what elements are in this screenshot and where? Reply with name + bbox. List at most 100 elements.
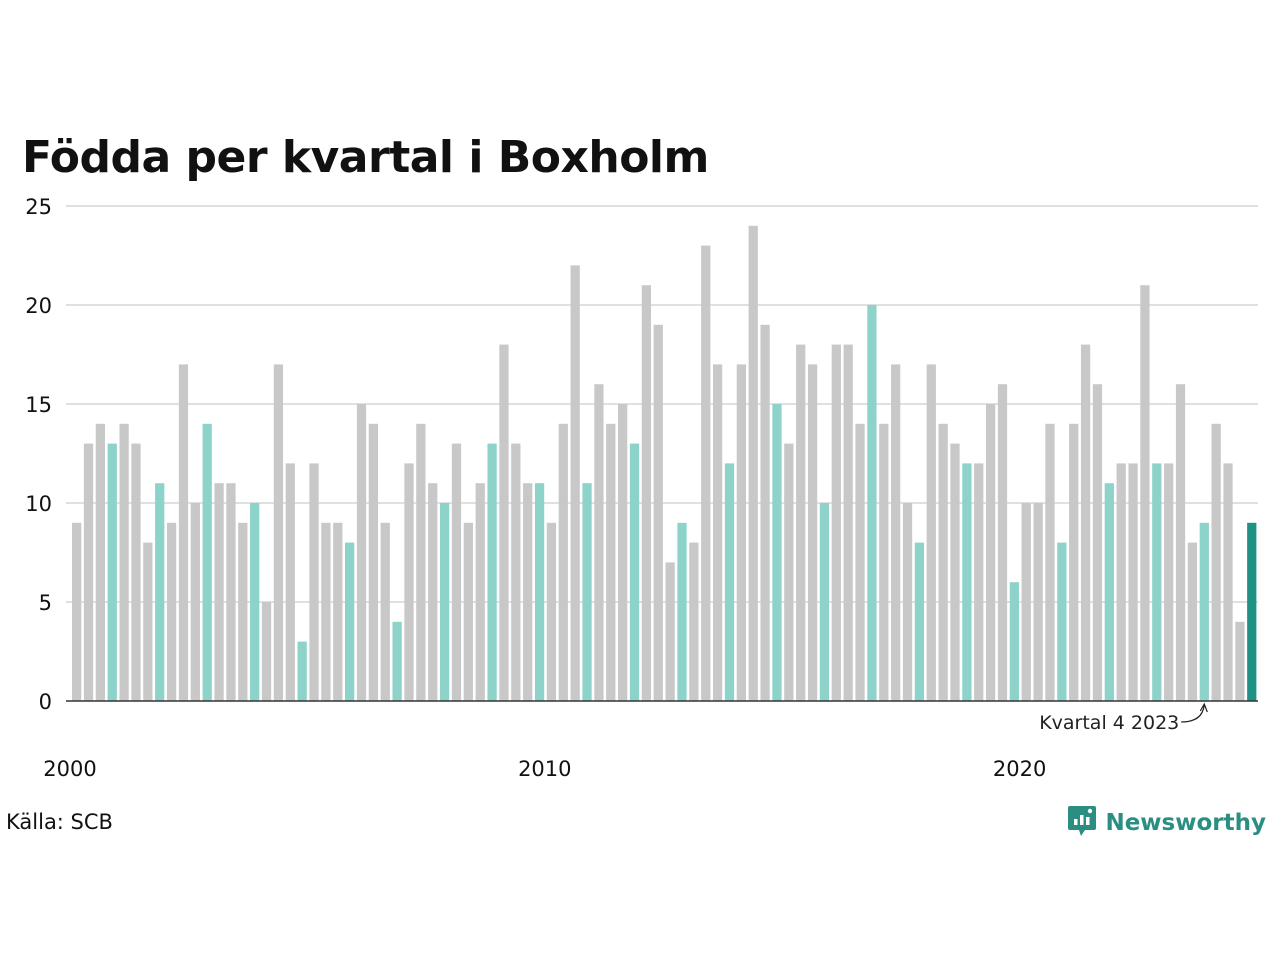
bar [1116,463,1126,701]
bar [653,324,663,701]
bar [879,423,889,701]
bar [131,443,141,701]
bar [784,443,794,701]
x-tick-label: 2010 [518,757,571,781]
y-tick-label: 20 [25,294,52,318]
bar [368,423,379,701]
bar [333,522,343,701]
bar [629,443,640,701]
bar [914,542,925,701]
bar [1152,463,1162,701]
bar [1057,542,1067,701]
bar [1175,384,1186,701]
bar [428,483,438,701]
bar [570,265,580,701]
bar [392,621,402,701]
brand-logo[interactable]: Newsworthy [1067,804,1266,842]
bar [748,225,758,702]
annotation: Kvartal 4 2023 [1039,702,1208,734]
annotation-arrow [1181,704,1205,723]
bar [499,344,509,701]
bar [760,324,770,701]
bar [1223,463,1233,701]
bar [1211,423,1221,701]
bar [155,483,165,701]
bar [475,483,485,701]
bar [1164,463,1174,701]
bar [534,483,545,701]
bar [606,423,616,701]
bar [1033,503,1043,701]
bar [772,404,782,701]
bar [309,463,319,701]
bar [250,503,260,701]
y-tick-label: 25 [25,195,52,219]
annotation-label: Kvartal 4 2023 [1039,712,1179,734]
bar [380,522,390,701]
bar [855,423,865,701]
newsworthy-logo-icon [1067,804,1097,842]
bar [997,384,1008,701]
bar [938,423,948,701]
brand-name: Newsworthy [1105,810,1266,836]
bar [72,522,82,701]
bar [166,522,177,701]
bar [356,404,367,701]
bar-chart: 0 5 10 15 20 25 2000 2010 2020 Kvartal 4 2023 [25,195,1258,781]
chart-title: Födda per kvartal i Boxholm [22,132,709,183]
bar [665,562,675,701]
x-tick-label: 2020 [993,757,1046,781]
bar [701,245,711,701]
bar [321,522,331,701]
annotation-arrowhead [1199,702,1208,713]
bar [641,285,652,701]
bar [677,522,687,701]
bar [736,364,746,701]
bar [1247,522,1257,701]
bar [202,423,212,701]
bar [273,364,284,701]
bar [724,463,735,701]
bar [523,483,533,701]
bar [962,463,972,701]
bar [451,443,462,701]
bar [926,364,936,701]
bar [95,423,105,701]
bar [1021,503,1031,701]
bar [190,503,200,701]
bar [439,503,450,701]
bar [546,522,557,701]
y-tick-label: 0 [39,690,52,714]
bar [1092,384,1103,701]
bar [119,423,129,701]
bar [1069,423,1079,701]
bar [178,364,189,701]
bar [404,463,414,701]
bar [226,483,236,701]
bar [285,463,295,701]
bar [1104,483,1114,701]
x-tick-label: 2000 [43,757,96,781]
bar [1187,542,1198,701]
bar [107,443,117,701]
bar [902,503,913,701]
bar [618,404,628,701]
bar [261,602,272,701]
y-tick-label: 10 [25,492,52,516]
bar [1140,285,1150,701]
bar [796,344,806,701]
bar [1199,522,1209,701]
bar [511,443,521,701]
y-tick-label: 15 [25,393,52,417]
bar [831,344,841,701]
bar [1080,344,1091,701]
bar [867,305,877,701]
bars [72,225,1257,702]
y-tick-label: 5 [39,591,52,615]
bar [1235,621,1245,701]
bar [819,503,830,701]
bar [143,542,153,701]
bar [689,542,699,701]
bar [1128,463,1138,701]
bar [1009,582,1019,701]
